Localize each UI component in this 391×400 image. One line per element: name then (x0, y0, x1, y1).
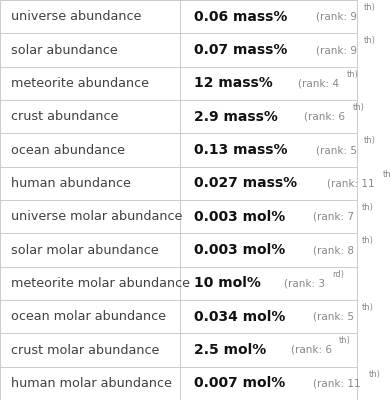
Text: rd): rd) (333, 270, 345, 278)
Text: ocean abundance: ocean abundance (11, 144, 125, 156)
Text: (rank: 8: (rank: 8 (313, 245, 354, 255)
Text: (rank: 6: (rank: 6 (305, 112, 345, 122)
Text: meteorite molar abundance: meteorite molar abundance (11, 277, 190, 290)
Text: th): th) (362, 303, 373, 312)
Text: th): th) (364, 36, 376, 45)
Text: ocean molar abundance: ocean molar abundance (11, 310, 166, 323)
Text: th): th) (369, 370, 381, 378)
Text: 0.13 mass%: 0.13 mass% (194, 143, 298, 157)
Text: (rank: 11: (rank: 11 (327, 178, 375, 188)
Text: (rank: 4: (rank: 4 (298, 78, 339, 88)
Text: 0.06 mass%: 0.06 mass% (194, 10, 298, 24)
Text: th): th) (361, 203, 373, 212)
Text: solar abundance: solar abundance (11, 44, 117, 56)
Text: th): th) (353, 103, 364, 112)
Text: (rank: 9: (rank: 9 (316, 12, 357, 22)
Text: 0.007 mol%: 0.007 mol% (194, 376, 295, 390)
Text: 2.5 mol%: 2.5 mol% (194, 343, 276, 357)
Text: (rank: 11: (rank: 11 (313, 378, 361, 388)
Text: universe molar abundance: universe molar abundance (11, 210, 182, 223)
Text: meteorite abundance: meteorite abundance (11, 77, 149, 90)
Text: th): th) (347, 70, 359, 78)
Text: human molar abundance: human molar abundance (11, 377, 172, 390)
Text: (rank: 6: (rank: 6 (291, 345, 332, 355)
Text: 2.9 mass%: 2.9 mass% (194, 110, 288, 124)
Text: crust abundance: crust abundance (11, 110, 118, 123)
Text: th): th) (364, 3, 376, 12)
Text: th): th) (383, 170, 391, 178)
Text: 0.034 mol%: 0.034 mol% (194, 310, 296, 324)
Text: th): th) (364, 136, 376, 145)
Text: universe abundance: universe abundance (11, 10, 141, 23)
Text: (rank: 7: (rank: 7 (313, 212, 354, 222)
Text: solar molar abundance: solar molar abundance (11, 244, 158, 256)
Text: (rank: 3: (rank: 3 (284, 278, 325, 288)
Text: (rank: 5: (rank: 5 (316, 145, 357, 155)
Text: 0.07 mass%: 0.07 mass% (194, 43, 298, 57)
Text: 0.003 mol%: 0.003 mol% (194, 210, 295, 224)
Text: (rank: 9: (rank: 9 (316, 45, 357, 55)
Text: 10 mol%: 10 mol% (194, 276, 271, 290)
Text: th): th) (339, 336, 351, 345)
Text: 0.027 mass%: 0.027 mass% (194, 176, 307, 190)
Text: crust molar abundance: crust molar abundance (11, 344, 159, 356)
Text: (rank: 5: (rank: 5 (313, 312, 354, 322)
Text: 0.003 mol%: 0.003 mol% (194, 243, 295, 257)
Text: human abundance: human abundance (11, 177, 131, 190)
Text: th): th) (361, 236, 373, 245)
Text: 12 mass%: 12 mass% (194, 76, 283, 90)
